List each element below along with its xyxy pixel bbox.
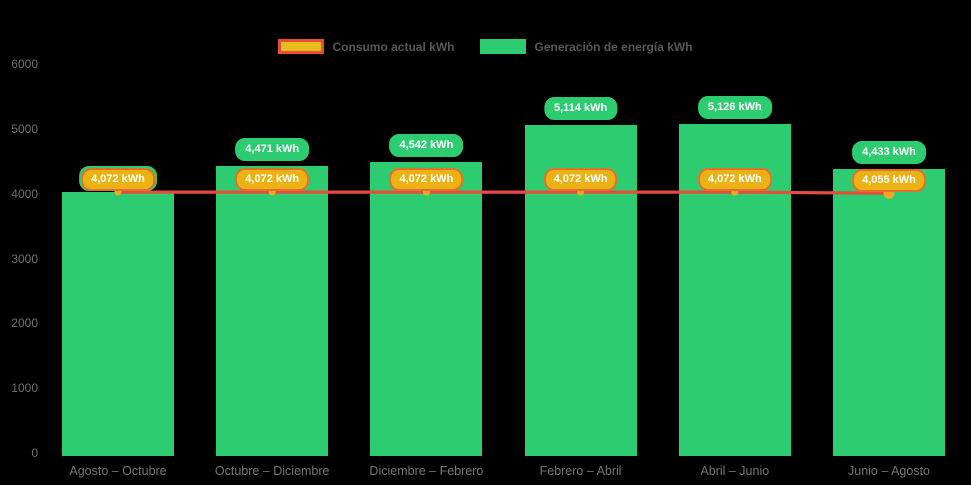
- generation-value-badge: 5,114 kWh: [543, 96, 618, 120]
- generation-value-badge: 4,433 kWh: [852, 140, 926, 164]
- consumption-swatch-icon: [278, 39, 325, 54]
- x-axis-category-label: Agosto – Octubre: [69, 464, 167, 478]
- legend-label-consumption: Consumo actual kWh: [332, 39, 455, 54]
- x-axis-category-label: Diciembre – Febrero: [369, 464, 484, 478]
- legend-item-generation[interactable]: Generación de energía kWh: [480, 39, 693, 54]
- y-axis-tick-label: 0: [31, 446, 38, 460]
- legend-label-generation: Generación de energía kWh: [534, 39, 693, 54]
- x-axis-category-label: Junio – Agosto: [847, 464, 931, 478]
- generation-bar[interactable]: [62, 192, 174, 456]
- consumption-value-badge: 4,055 kWh: [852, 169, 926, 193]
- consumption-value-badge: 4,072 kWh: [235, 168, 310, 192]
- generation-swatch-icon: [480, 39, 527, 54]
- consumption-value-badge: 4,072 kWh: [81, 168, 155, 192]
- x-axis-category-label: Octubre – Diciembre: [214, 464, 330, 478]
- consumption-value-badge: 4,072 kWh: [389, 168, 464, 192]
- generation-bar[interactable]: [370, 161, 483, 456]
- generation-bar[interactable]: [216, 166, 329, 456]
- y-axis-tick-label: 6000: [11, 57, 38, 72]
- y-axis-tick-label: 1000: [11, 381, 38, 396]
- generation-value-badge: 4,542 kWh: [389, 133, 464, 157]
- x-axis-category-label: Febrero – Abril: [539, 464, 622, 478]
- generation-value-badge: 5,126 kWh: [697, 95, 772, 119]
- consumption-value-badge: 4,072 kWh: [543, 168, 618, 192]
- x-axis-category-label: Abril – Junio: [700, 464, 770, 478]
- consumption-value-badge: 4,072 kWh: [697, 168, 772, 192]
- y-axis-tick-label: 4000: [11, 186, 38, 201]
- y-axis-tick-label: 2000: [11, 316, 38, 331]
- generation-value-badge: 4,471 kWh: [235, 138, 310, 162]
- generation-bar[interactable]: [833, 168, 945, 456]
- y-axis-tick-label: 5000: [11, 122, 38, 136]
- chart-legend: Consumo actual kWh Generación de energía…: [0, 39, 971, 54]
- y-axis-tick-label: 3000: [11, 251, 38, 266]
- legend-item-consumption[interactable]: Consumo actual kWh: [278, 39, 454, 54]
